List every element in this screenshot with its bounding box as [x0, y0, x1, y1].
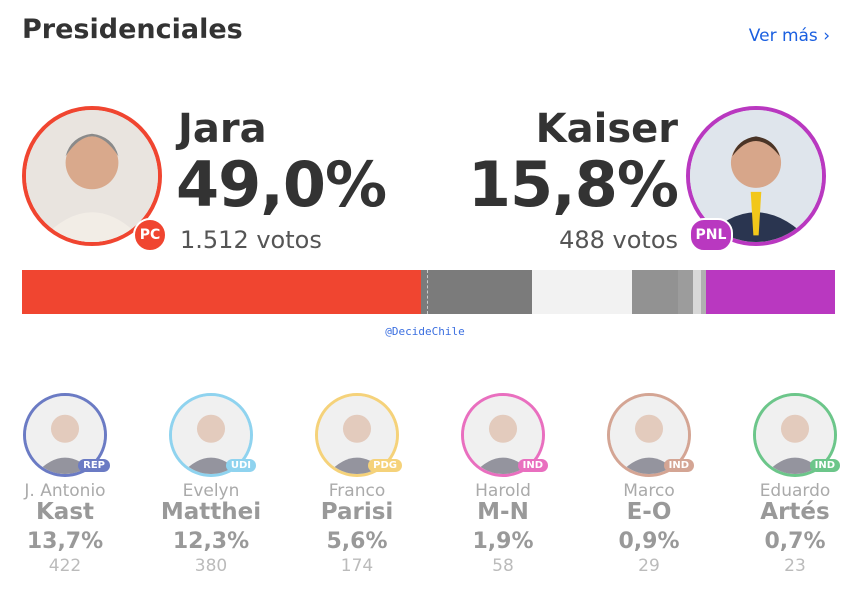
candidate-avatar: IND — [461, 393, 548, 477]
candidate-last-name: Kast — [35, 499, 95, 525]
candidate-first-name: Harold — [475, 481, 531, 501]
candidate-last-name: M-N — [477, 499, 529, 525]
leader-percent: 15,8% — [467, 148, 679, 221]
candidate-first-name: Eduardo — [759, 481, 831, 501]
candidate-avatar: IND — [607, 393, 694, 477]
party-badge: REP — [78, 459, 110, 472]
candidate-card[interactable]: IND Harold M-N 1,9% 58 — [438, 393, 568, 576]
party-badge-pc: PC — [133, 218, 167, 252]
candidate-avatar: UDI — [169, 393, 256, 477]
candidate-votes: 29 — [638, 556, 660, 576]
candidate-avatar: REP — [23, 393, 110, 477]
candidate-card[interactable]: REP J. Antonio Kast 13,7% 422 — [0, 393, 130, 576]
candidate-percent: 0,9% — [618, 529, 680, 554]
candidate-first-name: Franco — [328, 481, 386, 501]
candidate-votes: 380 — [194, 556, 228, 576]
leader-name: Kaiser — [535, 106, 678, 152]
party-badge: PDG — [368, 459, 402, 472]
candidate-first-name: Evelyn — [182, 481, 240, 501]
candidate-percent: 1,9% — [472, 529, 534, 554]
bar-segment-kast — [420, 270, 533, 314]
candidate-last-name: E-O — [626, 499, 672, 525]
candidate-last-name: Matthei — [160, 499, 262, 525]
party-badge: IND — [809, 459, 840, 472]
candidate-percent: 12,3% — [172, 529, 250, 554]
credit: @DecideChile — [385, 325, 465, 338]
candidate-first-name: Marco — [623, 481, 675, 501]
party-badge-pnl: PNL — [689, 218, 733, 252]
candidate-percent: 5,6% — [326, 529, 388, 554]
bar-segment-matthei — [532, 270, 633, 314]
candidate-card[interactable]: PDG Franco Parisi 5,6% 174 — [292, 393, 422, 576]
person-photo-icon — [26, 110, 158, 242]
candidate-avatar: PDG — [315, 393, 402, 477]
candidate-percent: 0,7% — [764, 529, 826, 554]
leader-votes: 488 votos — [559, 226, 678, 254]
results-bar — [22, 270, 835, 314]
avatar-jara — [22, 106, 162, 246]
party-badge: UDI — [225, 459, 256, 472]
party-badge: IND — [517, 459, 548, 472]
candidate-first-name: J. Antonio — [24, 481, 106, 501]
candidate-last-name: Artés — [760, 499, 830, 525]
see-more-link[interactable]: Ver más › — [748, 26, 830, 46]
candidate-percent: 13,7% — [26, 529, 104, 554]
candidate-votes: 174 — [340, 556, 374, 576]
candidate-votes: 422 — [48, 556, 82, 576]
bar-segment-parisi — [632, 270, 678, 314]
majority-line — [427, 270, 428, 314]
party-badge: IND — [663, 459, 694, 472]
leader-votes: 1.512 votos — [180, 226, 322, 254]
bar-segment-jara — [22, 270, 421, 314]
bar-segment-e-o — [693, 270, 701, 314]
leader-percent: 49,0% — [176, 148, 387, 221]
candidate-votes: 58 — [492, 556, 514, 576]
candidate-last-name: Parisi — [320, 499, 394, 525]
leader-name: Jara — [178, 106, 267, 152]
bar-segment-artés — [700, 270, 707, 314]
page-title: Presidenciales — [22, 14, 243, 45]
candidate-votes: 23 — [784, 556, 806, 576]
candidate-avatar: IND — [753, 393, 840, 477]
bar-segment-m-n — [677, 270, 694, 314]
candidate-card[interactable]: UDI Evelyn Matthei 12,3% 380 — [146, 393, 276, 576]
candidate-card[interactable]: IND Eduardo Artés 0,7% 23 — [730, 393, 850, 576]
bar-segment-kaiser — [706, 270, 835, 314]
candidate-card[interactable]: IND Marco E-O 0,9% 29 — [584, 393, 714, 576]
